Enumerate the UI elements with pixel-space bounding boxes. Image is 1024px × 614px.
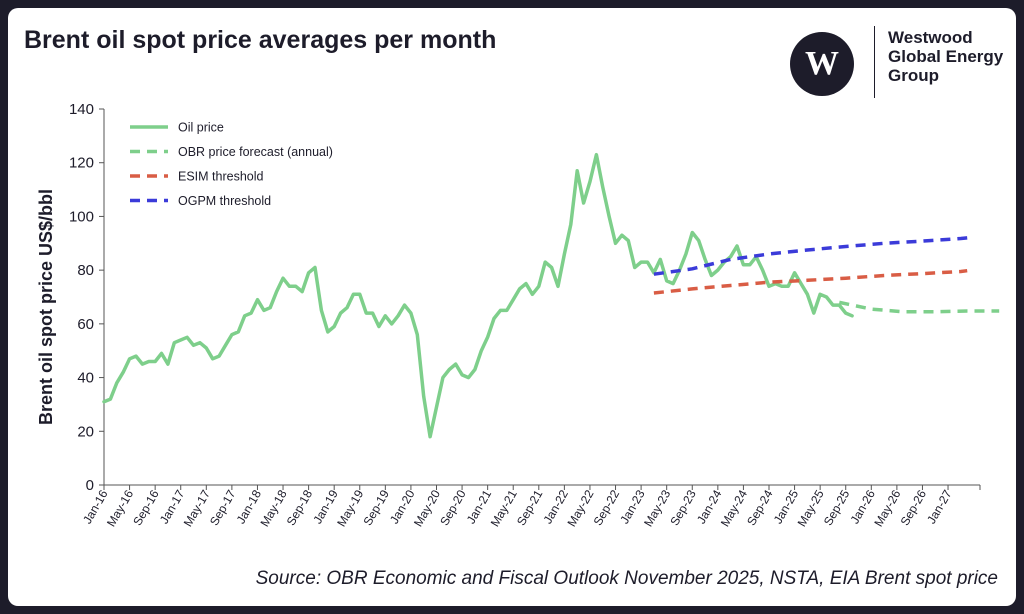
y-tick-label: 60 <box>77 316 94 333</box>
y-tick-label: 0 <box>86 477 94 494</box>
chart-title: Brent oil spot price averages per month <box>24 26 497 54</box>
legend-label-3: ESIM threshold <box>178 170 264 184</box>
x-tick-label: Sep-19 <box>360 487 392 528</box>
y-tick-label: 80 <box>77 262 94 279</box>
x-tick-label: Sep-26 <box>898 487 930 528</box>
company-name-line-1: Westwood <box>888 28 973 47</box>
x-tick-label: Sep-16 <box>130 487 162 528</box>
series-line-3 <box>653 268 968 295</box>
company-name-line-3: Group <box>888 66 939 85</box>
logo-divider <box>874 26 875 98</box>
x-tick-label: Sep-23 <box>667 487 699 528</box>
company-name-line-2: Global Energy <box>888 47 1004 66</box>
x-tick-label: Sep-20 <box>437 487 469 528</box>
y-tick-label: 100 <box>69 208 94 225</box>
y-tick-label: 140 <box>69 101 94 118</box>
source-note: Source: OBR Economic and Fiscal Outlook … <box>255 568 998 589</box>
chart-card: Brent oil spot price averages per month … <box>8 8 1016 606</box>
y-tick-label: 120 <box>69 155 94 172</box>
westwood-w-logo-icon: W <box>790 32 854 96</box>
y-tick-label: 40 <box>77 370 94 387</box>
x-tick-label: Sep-25 <box>821 487 853 528</box>
series-line-4 <box>653 236 968 276</box>
legend-label-1: Oil price <box>178 121 224 135</box>
y-axis-label: Brent oil spot price US$/bbl <box>36 189 56 425</box>
company-name: Westwood Global Energy Group <box>888 28 1003 85</box>
series-line-2 <box>838 300 1000 314</box>
x-tick-label: Sep-18 <box>284 487 316 528</box>
x-tick-label: Sep-17 <box>207 487 239 528</box>
legend-label-2: OBR price forecast (annual) <box>178 145 333 159</box>
x-tick-label: Sep-24 <box>744 487 776 528</box>
x-tick-label: Sep-22 <box>591 487 623 528</box>
x-tick-label: Jan-27 <box>924 487 955 526</box>
legend-label-4: OGPM threshold <box>178 194 271 208</box>
y-tick-label: 20 <box>77 423 94 440</box>
x-tick-label: Sep-21 <box>514 487 546 528</box>
